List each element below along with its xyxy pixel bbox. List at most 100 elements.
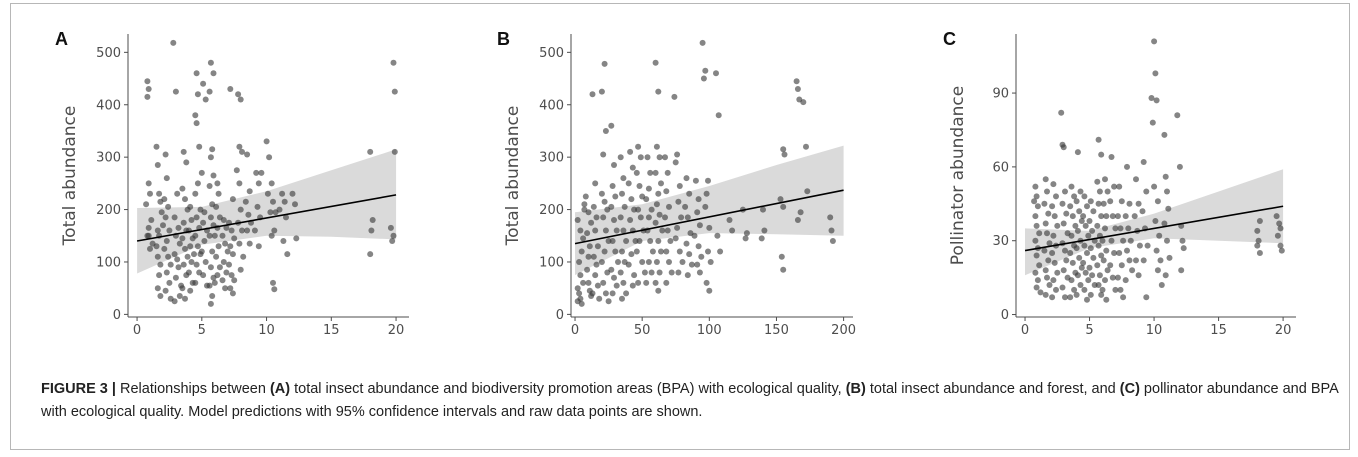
data-point xyxy=(1277,225,1284,232)
data-point xyxy=(609,183,616,189)
data-point xyxy=(207,264,214,271)
data-point xyxy=(166,227,173,234)
data-point xyxy=(675,198,682,205)
caption-panel-ref: (A) xyxy=(269,381,291,397)
data-point xyxy=(598,88,605,95)
data-point xyxy=(686,190,693,197)
y-tick-label: 400 xyxy=(539,98,564,113)
data-point xyxy=(655,238,662,244)
data-point xyxy=(1124,163,1130,170)
data-point xyxy=(1108,237,1115,244)
data-point xyxy=(1133,257,1139,264)
data-point xyxy=(223,224,230,231)
data-point xyxy=(171,214,178,221)
y-tick-label: 60 xyxy=(992,160,1009,175)
data-point xyxy=(644,154,651,161)
data-point xyxy=(1096,272,1103,279)
data-point xyxy=(637,154,644,161)
data-point xyxy=(1058,109,1065,116)
data-point xyxy=(671,93,678,100)
data-point xyxy=(729,227,736,234)
data-point xyxy=(1157,257,1164,264)
data-point xyxy=(1149,119,1156,126)
figure-panel: 051015200100200300400500BPA area with qu… xyxy=(10,3,1350,450)
data-point xyxy=(1099,237,1106,244)
data-point xyxy=(1274,232,1281,239)
data-point xyxy=(659,227,666,234)
data-point xyxy=(391,88,398,95)
data-point xyxy=(1107,262,1114,269)
data-point xyxy=(367,251,374,258)
x-tick-label: 200 xyxy=(831,323,856,338)
data-point xyxy=(601,248,608,255)
data-point xyxy=(1161,220,1168,227)
data-point xyxy=(1095,242,1102,249)
data-point xyxy=(629,282,636,289)
data-point xyxy=(1094,178,1101,185)
data-point xyxy=(1179,237,1186,244)
data-point xyxy=(153,143,160,150)
data-point xyxy=(1112,225,1119,232)
data-point xyxy=(1073,198,1080,205)
data-point xyxy=(206,88,213,95)
data-point xyxy=(228,227,235,234)
data-point xyxy=(1082,222,1089,229)
data-point xyxy=(585,279,592,286)
y-axis-title: Total abundance xyxy=(60,106,80,247)
data-point xyxy=(1099,286,1106,293)
data-point xyxy=(182,295,188,302)
data-point xyxy=(144,93,151,100)
data-point xyxy=(1069,259,1076,266)
data-point xyxy=(682,203,689,210)
data-point xyxy=(147,190,153,197)
y-axis-title: Pollinator abundance xyxy=(948,86,968,265)
data-point xyxy=(1120,237,1127,244)
data-point xyxy=(1122,277,1129,284)
data-point xyxy=(620,279,627,286)
x-tick-label: 5 xyxy=(1085,323,1093,338)
data-point xyxy=(162,287,169,294)
caption-text: total insect abundance and forest, and xyxy=(865,381,1120,397)
y-tick-label: 30 xyxy=(992,234,1009,249)
data-point xyxy=(1078,218,1085,224)
data-point xyxy=(1098,291,1105,298)
data-point xyxy=(1104,188,1111,195)
data-point xyxy=(1276,220,1283,227)
data-point xyxy=(210,172,217,179)
data-point xyxy=(1255,237,1262,244)
data-point xyxy=(743,230,750,237)
data-point xyxy=(1049,294,1056,301)
x-axis-title: Forest area [ha] xyxy=(644,342,779,344)
data-point xyxy=(589,91,596,98)
confidence-band xyxy=(575,145,844,276)
data-point xyxy=(647,169,654,176)
data-point xyxy=(1156,232,1163,239)
data-point xyxy=(174,190,181,197)
data-point xyxy=(167,261,174,268)
data-point xyxy=(641,269,648,276)
data-point xyxy=(611,162,617,168)
data-point xyxy=(703,279,710,286)
data-point xyxy=(694,209,701,216)
data-point xyxy=(647,238,654,244)
data-point xyxy=(145,224,152,231)
data-point xyxy=(655,190,662,197)
data-point xyxy=(596,295,603,302)
data-point xyxy=(619,190,625,197)
data-point xyxy=(623,238,630,244)
data-point xyxy=(211,232,218,239)
data-point xyxy=(367,148,374,155)
data-point xyxy=(172,88,179,95)
data-point xyxy=(699,39,706,46)
data-point xyxy=(1034,203,1041,210)
panel-b: 0 50 100 150 200 0 100 200 300 400 500 Forest area … xyxy=(497,29,856,344)
data-point xyxy=(705,248,711,255)
data-point xyxy=(1152,218,1159,224)
data-point xyxy=(180,219,187,226)
data-point xyxy=(628,251,635,258)
data-point xyxy=(676,183,683,189)
data-point xyxy=(1164,188,1170,195)
data-point xyxy=(176,240,183,247)
data-point xyxy=(645,185,652,192)
data-point xyxy=(592,272,599,279)
